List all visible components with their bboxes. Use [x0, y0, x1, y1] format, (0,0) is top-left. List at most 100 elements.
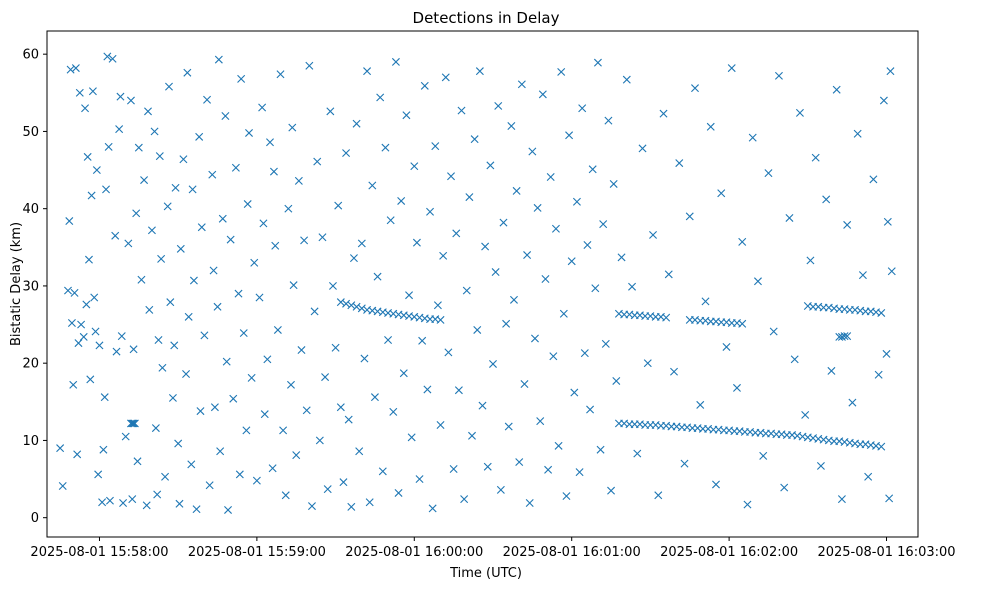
data-point-noise — [318, 233, 327, 242]
data-point-noise — [470, 135, 479, 144]
data-point-noise — [633, 449, 642, 458]
data-point-noise — [150, 127, 159, 136]
data-point-noise — [504, 422, 513, 431]
data-point-noise — [116, 92, 125, 101]
data-point-noise — [121, 432, 130, 441]
data-point-tracks — [130, 419, 139, 428]
data-point-noise — [117, 332, 126, 341]
data-point-noise — [816, 461, 825, 470]
data-point-tracks — [126, 419, 135, 428]
data-point-noise — [69, 380, 78, 389]
data-point-noise — [209, 266, 218, 275]
x-tick-label: 2025-08-01 16:03:00 — [817, 545, 955, 560]
data-point-noise — [394, 488, 403, 497]
data-point-tracks — [347, 301, 356, 310]
data-point-noise — [381, 143, 390, 152]
data-point-noise — [722, 342, 731, 351]
data-point-noise — [370, 393, 379, 402]
data-point-noise — [145, 305, 154, 314]
data-point-noise — [607, 486, 616, 495]
data-point-noise — [111, 231, 120, 240]
data-point-noise — [774, 71, 783, 80]
data-point-noise — [473, 325, 482, 334]
data-point-noise — [195, 132, 204, 141]
data-point-noise — [559, 309, 568, 318]
data-point-noise — [224, 505, 233, 514]
data-point-noise — [188, 185, 197, 194]
data-point-noise — [879, 96, 888, 105]
data-point-noise — [769, 327, 778, 336]
data-point-noise — [102, 185, 111, 194]
data-point-noise — [153, 490, 162, 499]
data-point-noise — [685, 212, 694, 221]
data-point-noise — [196, 407, 205, 416]
data-point-noise — [222, 357, 231, 366]
data-point-noise — [83, 152, 92, 161]
data-point-noise — [536, 417, 545, 426]
data-point-noise — [266, 138, 274, 147]
data-point-noise — [654, 491, 663, 500]
data-point-noise — [454, 386, 463, 395]
data-point-noise — [213, 302, 222, 311]
data-point-noise — [874, 370, 883, 379]
data-point-noise — [216, 447, 225, 456]
data-point-noise — [420, 81, 429, 90]
data-point-noise — [478, 401, 487, 410]
data-point-noise — [357, 239, 366, 248]
data-point-noise — [242, 426, 251, 435]
data-point-noise — [551, 224, 560, 233]
data-point-noise — [496, 485, 505, 494]
data-point-noise — [157, 254, 166, 263]
data-point-noise — [331, 343, 340, 352]
data-point-noise — [75, 88, 84, 97]
data-point-noise — [255, 293, 264, 302]
data-point-noise — [423, 385, 432, 394]
data-point-noise — [447, 172, 456, 181]
data-point-noise — [441, 73, 450, 82]
data-point-noise — [882, 349, 891, 358]
data-point-noise — [263, 355, 272, 364]
data-point-noise — [166, 298, 175, 307]
data-point-noise — [407, 433, 416, 442]
data-point-noise — [499, 218, 508, 227]
data-point-noise — [175, 499, 184, 508]
data-point-noise — [58, 482, 67, 491]
data-point-noise — [675, 159, 684, 168]
data-point-noise — [389, 407, 398, 416]
data-point-noise — [509, 295, 518, 304]
data-point-noise — [727, 64, 736, 73]
data-point-noise — [84, 255, 93, 264]
data-point-tracks — [336, 298, 345, 307]
data-point-noise — [237, 74, 246, 83]
data-point-noise — [174, 439, 183, 448]
data-point-noise — [696, 400, 705, 409]
data-point-noise — [310, 307, 319, 316]
data-point-noise — [176, 244, 185, 253]
data-point-noise — [565, 131, 574, 140]
data-point-noise — [73, 450, 82, 459]
data-point-noise — [132, 209, 141, 218]
data-point-noise — [599, 220, 608, 229]
data-point-noise — [373, 272, 382, 281]
data-point-noise — [790, 355, 799, 364]
data-point-noise — [583, 240, 592, 249]
data-point-noise — [352, 119, 361, 128]
data-point-noise — [405, 291, 414, 300]
data-point-noise — [302, 406, 311, 415]
chart-title: Detections in Delay — [413, 9, 560, 27]
data-point-tracks — [877, 308, 886, 317]
data-point-noise — [288, 123, 297, 132]
data-point-noise — [142, 501, 151, 510]
y-tick-label: 10 — [22, 434, 39, 449]
data-point-noise — [588, 165, 597, 174]
data-point-noise — [269, 167, 278, 176]
data-point-noise — [887, 267, 896, 276]
data-point-noise — [481, 242, 490, 251]
data-point-noise — [289, 281, 298, 290]
data-point-noise — [748, 133, 757, 142]
data-point-noise — [515, 458, 524, 467]
data-point-noise — [572, 197, 581, 206]
data-point-noise — [436, 420, 445, 429]
data-point-noise — [221, 111, 230, 120]
